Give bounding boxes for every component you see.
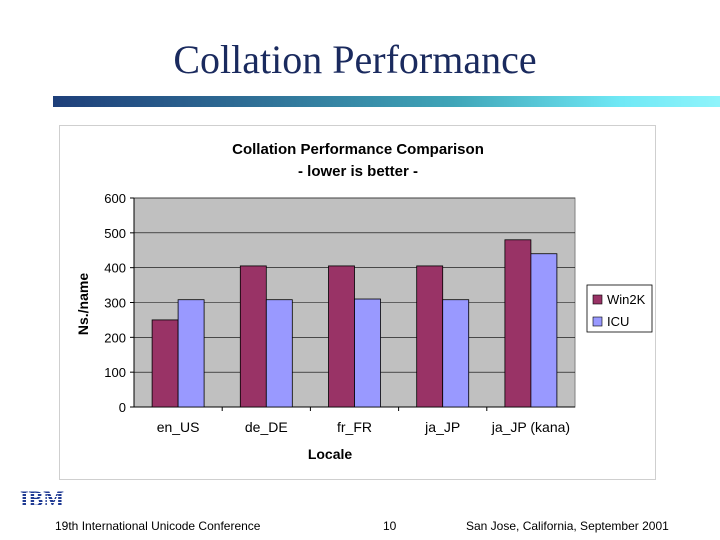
bar-icu [177, 299, 205, 408]
bar-win2k [328, 265, 355, 408]
x-axis-label: Locale [308, 446, 353, 462]
y-tick-label: 100 [104, 365, 126, 380]
y-tick-label: 400 [104, 261, 126, 276]
chart-legend: Win2K ICU [586, 284, 653, 333]
y-tick-label: 600 [104, 191, 126, 206]
legend-swatch-icu [592, 316, 603, 327]
ibm-logo-text: IBM [20, 488, 64, 510]
x-tick-label: fr_FR [337, 419, 372, 435]
slide-title: Collation Performance [173, 37, 537, 82]
title-underline-bar [53, 96, 720, 107]
bar-win2k [416, 265, 444, 408]
footer-location-date: San Jose, California, September 2001 [466, 519, 669, 533]
chart-subtitle: - lower is better - [298, 163, 418, 180]
x-tick-label: ja_JP [424, 419, 460, 435]
y-tick-label: 500 [104, 226, 126, 241]
bar-icu [354, 298, 381, 408]
legend-swatch-win2k [592, 294, 603, 305]
chart-title: Collation Performance Comparison [232, 141, 484, 158]
ibm-logo: IBM [20, 488, 64, 510]
chart: Collation Performance Comparison - lower… [75, 141, 653, 462]
y-tick-label: 300 [104, 296, 126, 311]
bar-win2k [504, 239, 532, 408]
legend-label-win2k: Win2K [607, 292, 646, 307]
bar-icu [442, 299, 470, 408]
legend-label-icu: ICU [607, 314, 629, 329]
bar-icu [265, 299, 293, 408]
footer-conference: 19th International Unicode Conference [55, 519, 261, 533]
bar-icu [530, 253, 558, 408]
bar-win2k [239, 265, 267, 408]
bar-win2k [151, 319, 179, 408]
chart-frame: Collation Performance Comparison - lower… [59, 125, 656, 480]
footer-page-number: 10 [383, 519, 397, 533]
x-tick-label: ja_JP (kana) [491, 419, 570, 435]
y-axis-label: Ns./name [75, 273, 91, 335]
x-tick-label: en_US [157, 419, 200, 435]
y-tick-label: 0 [119, 400, 126, 415]
x-tick-label: de_DE [245, 419, 288, 435]
y-tick-label: 200 [104, 330, 126, 345]
